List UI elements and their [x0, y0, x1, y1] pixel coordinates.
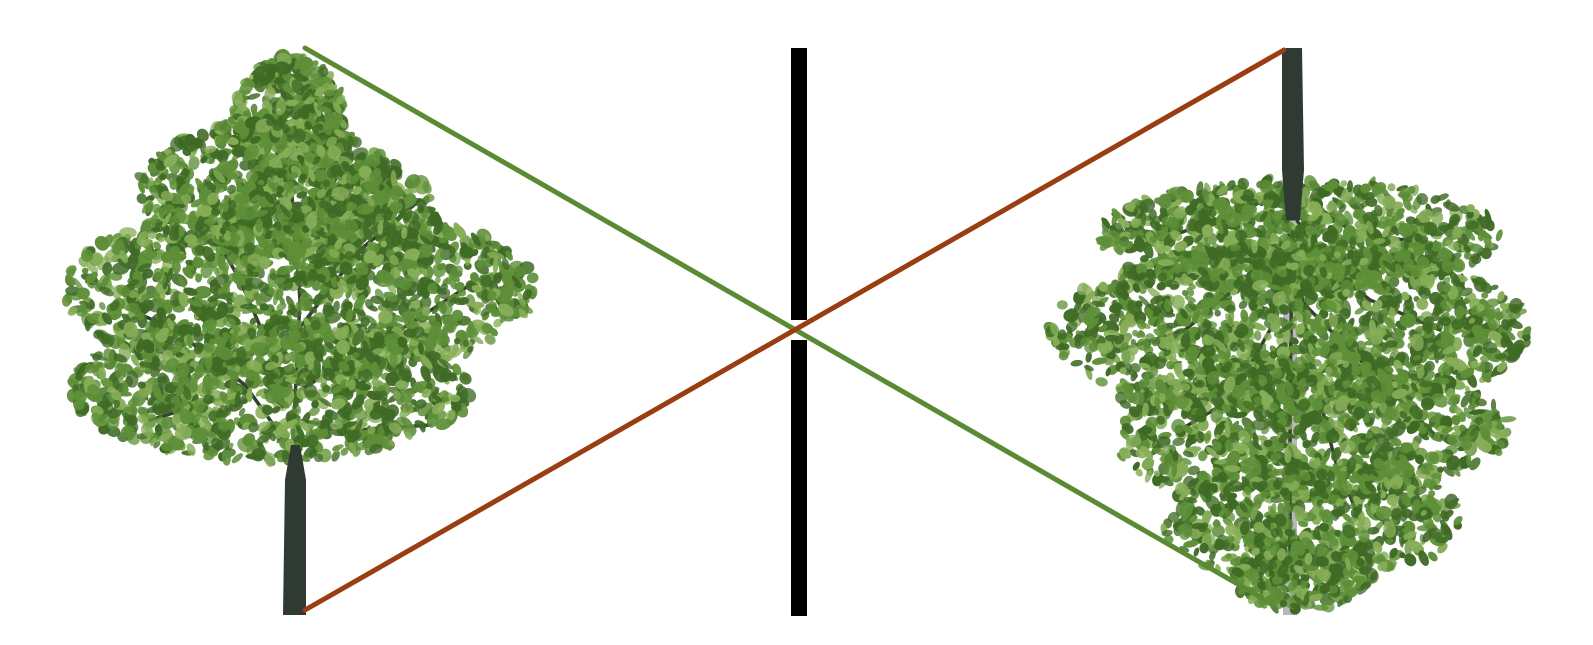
- upright-tree-canopy: [61, 48, 539, 467]
- leaf-cluster: [422, 306, 431, 317]
- leaf-cluster: [236, 346, 247, 363]
- leaf-cluster: [413, 404, 420, 413]
- leaf-cluster: [170, 252, 187, 262]
- leaf-cluster: [417, 204, 425, 214]
- leaf-cluster: [312, 60, 319, 67]
- leaf-cluster: [1397, 223, 1415, 237]
- leaf-cluster: [1329, 180, 1339, 189]
- leaf-cluster: [203, 431, 216, 438]
- leaf-cluster: [264, 86, 276, 100]
- leaf-cluster: [246, 93, 261, 100]
- upright-tree: [61, 48, 539, 615]
